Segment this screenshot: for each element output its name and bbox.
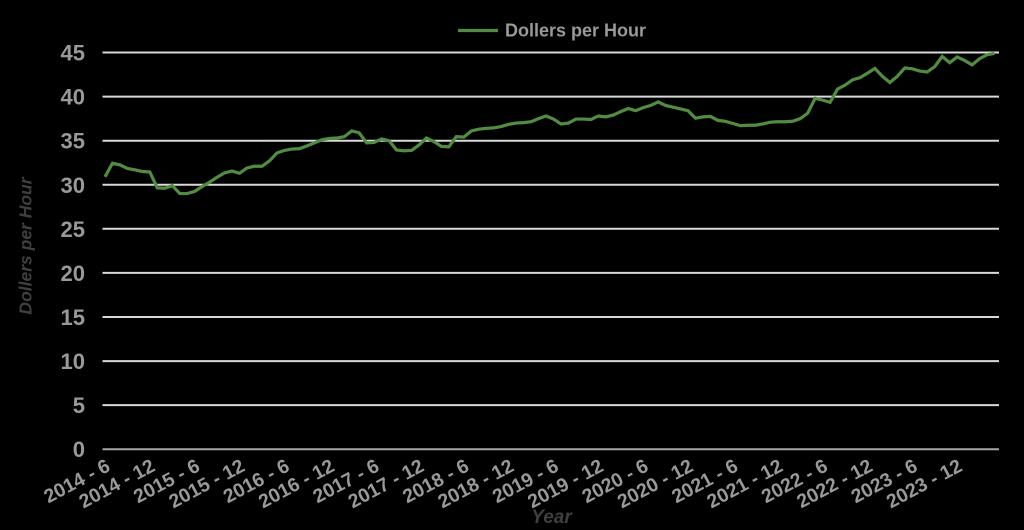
svg-text:0: 0 bbox=[73, 437, 85, 462]
svg-text:5: 5 bbox=[73, 393, 85, 418]
svg-text:Dollers per Hour: Dollers per Hour bbox=[505, 21, 646, 41]
svg-text:30: 30 bbox=[61, 173, 85, 198]
svg-text:20: 20 bbox=[61, 261, 85, 286]
svg-text:35: 35 bbox=[61, 129, 85, 154]
svg-text:10: 10 bbox=[61, 349, 85, 374]
svg-text:25: 25 bbox=[61, 217, 85, 242]
svg-text:Dollers per Hour: Dollers per Hour bbox=[16, 176, 36, 314]
svg-text:40: 40 bbox=[61, 85, 85, 110]
svg-text:15: 15 bbox=[61, 305, 85, 330]
svg-text:Year: Year bbox=[531, 507, 573, 528]
svg-text:45: 45 bbox=[61, 41, 85, 66]
